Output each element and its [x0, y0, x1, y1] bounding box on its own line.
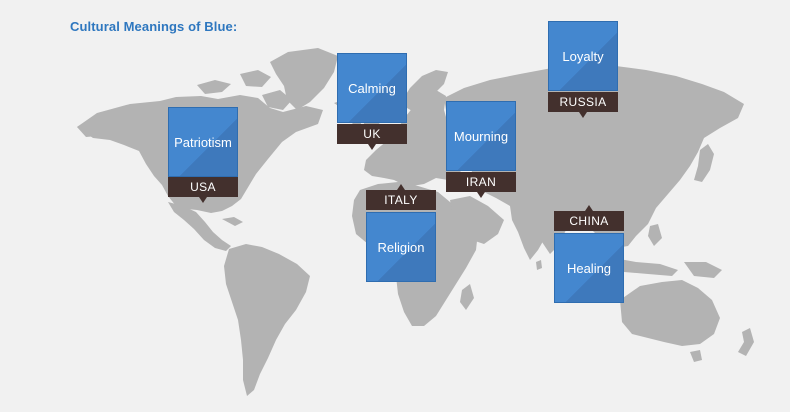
country-tag-italy: ITALY [366, 184, 436, 210]
canadian-arctic-islands [197, 80, 231, 94]
page-title: Cultural Meanings of Blue: [70, 19, 238, 34]
meaning-card-china: Healing [554, 233, 624, 303]
new-zealand [738, 328, 754, 356]
meaning-card-usa: Patriotism [168, 107, 238, 177]
philippines [648, 224, 662, 246]
meaning-card-iran: Mourning [446, 101, 516, 171]
country-tag-russia: RUSSIA [548, 92, 618, 118]
meaning-card-uk: Calming [337, 53, 407, 123]
japan [694, 144, 714, 182]
greenland [270, 48, 338, 110]
canadian-arctic-islands-2 [240, 70, 271, 87]
caribbean [222, 217, 243, 226]
central-america [168, 202, 231, 251]
scandinavia [400, 70, 448, 112]
baffin-island [262, 90, 292, 110]
madagascar [460, 284, 474, 310]
meaning-card-russia: Loyalty [548, 21, 618, 91]
country-tag-china: CHINA [554, 205, 624, 231]
tasmania [690, 350, 702, 362]
country-tag-usa: USA [168, 177, 238, 203]
sri-lanka [536, 260, 542, 270]
arabia [450, 196, 504, 244]
south-america [224, 244, 310, 396]
meaning-card-italy: Religion [366, 212, 436, 282]
country-tag-uk: UK [337, 124, 407, 150]
australia [620, 280, 720, 346]
alaska [77, 117, 104, 137]
country-tag-iran: IRAN [446, 172, 516, 198]
india [510, 204, 552, 260]
new-guinea [684, 262, 722, 278]
